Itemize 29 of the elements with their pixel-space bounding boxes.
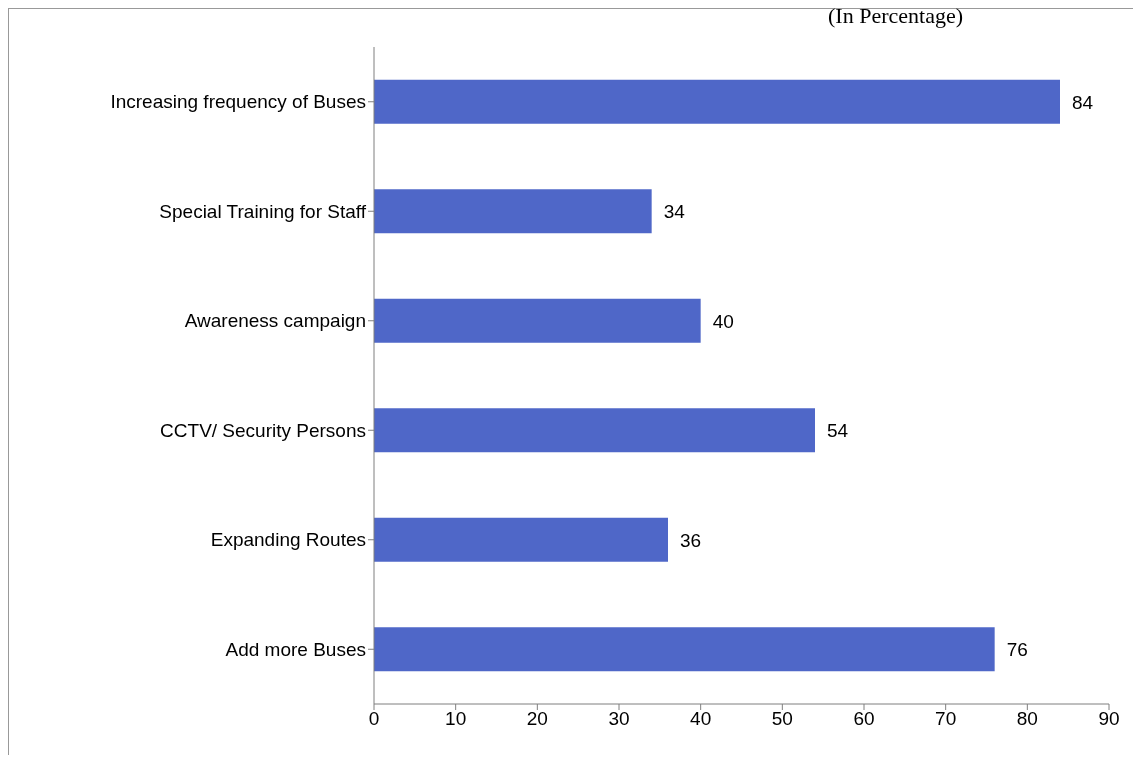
x-tick-label: 90	[1098, 708, 1120, 730]
data-label: 76	[1006, 639, 1028, 661]
x-tick-label: 10	[445, 708, 467, 730]
bar	[374, 627, 995, 672]
x-tick-label: 20	[526, 708, 548, 730]
data-label: 84	[1072, 91, 1094, 113]
bar	[374, 517, 668, 562]
y-tick-label: Awareness campaign	[184, 310, 366, 332]
x-tick-label: 30	[608, 708, 630, 730]
bar	[374, 298, 701, 343]
x-tick-label: 80	[1016, 708, 1038, 730]
data-label: 40	[712, 310, 734, 332]
bar	[374, 408, 815, 453]
chart-subtitle: (In Percentage)	[828, 3, 963, 29]
y-tick-label: Add more Buses	[225, 638, 366, 660]
y-tick-label: Special Training for Staff	[159, 200, 367, 222]
y-tick-label: Expanding Routes	[210, 529, 366, 551]
x-tick-label: 40	[690, 708, 712, 730]
bar	[374, 79, 1060, 124]
y-tick-label: Increasing frequency of Buses	[110, 91, 366, 113]
data-label: 36	[680, 529, 702, 551]
data-label: 54	[827, 420, 849, 442]
data-label: 34	[663, 201, 686, 223]
y-tick-label: CCTV/ Security Persons	[160, 419, 366, 441]
bar	[374, 189, 652, 234]
x-tick-label: 70	[935, 708, 957, 730]
x-tick-label: 60	[853, 708, 875, 730]
x-tick-label: 0	[368, 708, 380, 730]
x-tick-label: 50	[771, 708, 793, 730]
